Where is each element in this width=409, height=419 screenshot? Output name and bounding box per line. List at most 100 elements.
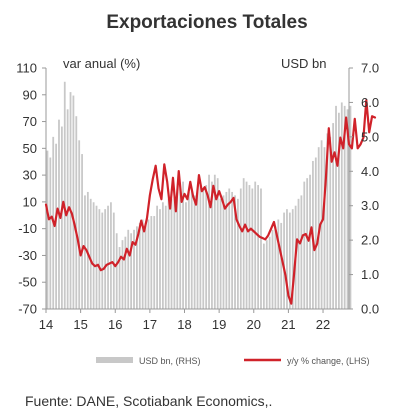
bar <box>115 233 118 309</box>
bar <box>242 178 245 309</box>
bar <box>159 209 161 309</box>
bar <box>49 157 52 309</box>
bar <box>329 136 332 309</box>
right-axis-unit: USD bn <box>281 56 327 71</box>
bar <box>167 198 170 309</box>
x-tick-label: 16 <box>108 317 122 332</box>
bar <box>81 154 83 309</box>
left-tick-label: 110 <box>16 61 37 76</box>
bar <box>118 247 121 309</box>
bar <box>124 236 127 309</box>
bar <box>147 219 150 309</box>
bar <box>268 236 271 309</box>
bar <box>260 188 262 309</box>
bar <box>161 202 164 309</box>
bar <box>89 198 92 309</box>
bar <box>199 185 202 309</box>
bar <box>309 174 311 309</box>
bar <box>187 191 190 309</box>
bar <box>277 219 280 309</box>
bar <box>46 150 49 309</box>
bar <box>234 195 236 309</box>
x-tick-label: 14 <box>39 317 53 332</box>
left-tick-label: -50 <box>18 275 37 290</box>
bar <box>340 102 343 310</box>
bar <box>101 212 104 309</box>
bar <box>72 95 75 309</box>
bar <box>84 195 86 309</box>
bar <box>300 195 303 309</box>
bar <box>75 116 78 309</box>
left-tick-label: 50 <box>23 141 37 156</box>
bar <box>69 92 72 309</box>
bar <box>231 191 234 309</box>
right-tick-label: 5.0 <box>361 129 379 144</box>
bar <box>193 195 196 309</box>
bars-layer <box>46 81 352 310</box>
bar <box>179 188 182 309</box>
bar <box>138 222 141 309</box>
right-tick-label: 4.0 <box>361 164 379 179</box>
bar <box>173 195 176 309</box>
legend-line-label: y/y % change, (LHS) <box>287 356 370 366</box>
bar <box>112 212 115 309</box>
right-tick-label: 0.0 <box>361 302 379 317</box>
left-tick-label: 70 <box>23 114 37 129</box>
bar <box>202 188 205 309</box>
bar <box>211 181 213 309</box>
bar <box>98 209 101 309</box>
bar <box>185 202 187 309</box>
bar <box>110 202 112 309</box>
bar <box>257 185 259 309</box>
bar <box>245 181 248 309</box>
bar <box>343 105 346 310</box>
legend-bar-swatch <box>96 357 133 363</box>
bar <box>196 191 199 309</box>
right-tick-label: 3.0 <box>361 198 379 213</box>
bar <box>326 133 329 309</box>
bar <box>306 178 309 309</box>
right-tick-label: 1.0 <box>361 267 379 282</box>
bar <box>297 198 300 309</box>
bar <box>190 188 193 309</box>
left-axis-unit: var anual (%) <box>63 56 140 71</box>
bar <box>265 240 268 309</box>
right-tick-label: 7.0 <box>361 61 379 76</box>
chart-title: Exportaciones Totales <box>106 12 307 33</box>
x-axis-ticks: 14 15 16 17 18 19 20 21 22 <box>39 309 330 332</box>
x-tick-label: 15 <box>73 317 87 332</box>
bar <box>237 198 239 309</box>
left-tick-label: 10 <box>23 194 37 209</box>
bar <box>213 174 216 309</box>
right-tick-label: 2.0 <box>361 233 379 248</box>
bar <box>338 112 340 309</box>
bar <box>262 243 265 309</box>
bar <box>95 205 98 309</box>
bar <box>335 105 337 310</box>
bar <box>127 229 130 309</box>
bar <box>286 209 288 309</box>
x-tick-label: 17 <box>143 317 157 332</box>
line-layer <box>44 99 377 305</box>
bar <box>78 140 81 309</box>
bar <box>222 195 225 309</box>
x-tick-label: 19 <box>212 317 226 332</box>
x-tick-label: 20 <box>247 317 261 332</box>
bar <box>254 181 257 309</box>
bar <box>271 229 274 309</box>
bar <box>349 105 352 310</box>
bar <box>248 185 251 309</box>
left-tick-label: 90 <box>23 87 37 102</box>
bar <box>219 198 222 309</box>
bar <box>283 212 285 309</box>
source-note: Fuente: DANE, Scotiabank Economics,. <box>25 393 273 409</box>
bar <box>228 188 231 309</box>
left-tick-label: -70 <box>18 302 37 317</box>
bar <box>320 140 323 309</box>
series-line-yoy <box>44 99 377 305</box>
bar <box>303 181 306 309</box>
bar <box>170 198 173 309</box>
bar <box>205 185 208 309</box>
bar <box>133 229 135 309</box>
